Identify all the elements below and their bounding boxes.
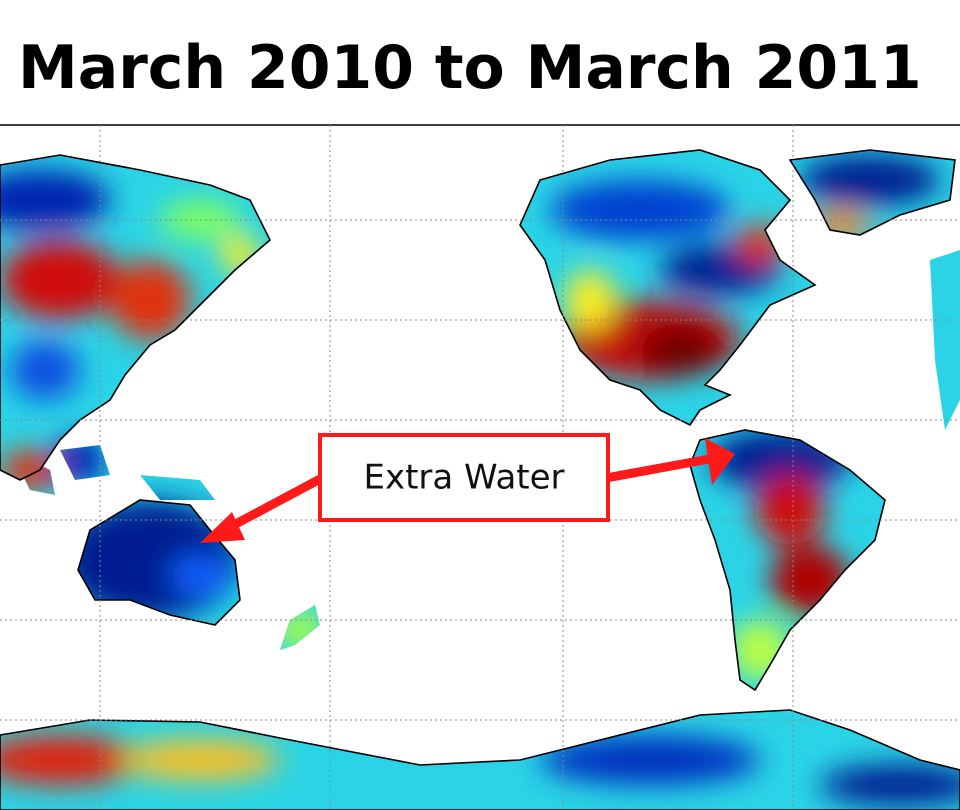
- map-title: March 2010 to March 2011: [18, 33, 922, 103]
- callout-box: [318, 433, 610, 522]
- callout-label: Extra Water: [363, 458, 564, 498]
- callout-arrows: [200, 438, 735, 543]
